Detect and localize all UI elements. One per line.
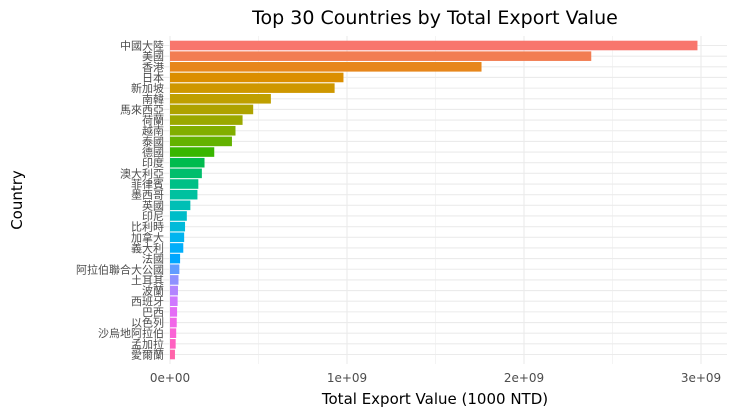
bar xyxy=(170,147,215,157)
bar xyxy=(170,83,335,93)
category-label: 土耳其 xyxy=(131,274,164,287)
category-label: 沙烏地阿拉伯 xyxy=(98,326,164,340)
bar xyxy=(170,72,344,83)
x-tick-labels: 0e+00 1e+09 2e+09 3e+09 xyxy=(150,371,721,385)
category-label: 澳大利亞 xyxy=(120,166,164,180)
category-label: 印尼 xyxy=(142,210,164,223)
category-label: 英國 xyxy=(142,198,164,212)
x-tick-label: 2e+09 xyxy=(504,371,544,385)
category-label: 義大利 xyxy=(131,241,164,255)
x-tick-label: 0e+00 xyxy=(150,371,190,385)
bar xyxy=(170,328,177,338)
category-label: 香港 xyxy=(142,61,164,74)
bar xyxy=(170,221,186,232)
category-label: 日本 xyxy=(142,70,164,84)
bar xyxy=(170,317,177,328)
category-label: 荷蘭 xyxy=(142,114,164,127)
bar xyxy=(170,157,205,168)
category-label: 越南 xyxy=(142,124,164,138)
category-label: 西班牙 xyxy=(131,295,164,308)
bar xyxy=(170,339,176,349)
x-tick-label: 3e+09 xyxy=(681,371,721,385)
x-tick-label: 1e+09 xyxy=(327,371,367,385)
chart-title: Top 30 Countries by Total Export Value xyxy=(251,7,618,29)
category-label: 印度 xyxy=(142,156,164,170)
bar xyxy=(170,264,180,275)
bar xyxy=(170,125,236,136)
category-label: 菲律賓 xyxy=(131,177,164,191)
category-label: 泰國 xyxy=(142,134,164,148)
category-label: 墨西哥 xyxy=(131,189,164,202)
bar xyxy=(170,349,175,360)
category-label: 美國 xyxy=(142,50,164,63)
category-label: 中國大陸 xyxy=(120,39,164,53)
category-label: 愛爾蘭 xyxy=(131,349,164,362)
bar xyxy=(170,168,202,179)
category-label: 比利時 xyxy=(131,221,164,234)
category-label: 加拿大 xyxy=(131,230,164,244)
x-axis-title: Total Export Value (1000 NTD) xyxy=(321,390,548,408)
bar xyxy=(170,275,179,285)
category-label: 波蘭 xyxy=(142,285,164,298)
bar xyxy=(170,179,199,189)
bar xyxy=(170,243,184,253)
bars xyxy=(170,40,698,360)
bar xyxy=(170,232,185,243)
category-label: 法國 xyxy=(142,252,164,266)
bar xyxy=(170,62,482,72)
bar xyxy=(170,51,592,61)
bar xyxy=(170,307,178,317)
category-labels: 中國大陸美國香港日本新加坡南韓馬來西亞荷蘭越南泰國德國印度澳大利亞菲律賓墨西哥英… xyxy=(76,39,164,362)
category-label: 阿拉伯聯合大公國 xyxy=(76,262,164,276)
category-label: 以色列 xyxy=(131,316,164,330)
category-label: 巴西 xyxy=(142,306,164,319)
category-label: 新加坡 xyxy=(131,81,164,95)
bar xyxy=(170,40,698,51)
bar xyxy=(170,115,243,125)
category-label: 馬來西亞 xyxy=(120,103,164,116)
y-axis-title: Country xyxy=(8,170,26,230)
category-label: 德國 xyxy=(142,145,164,159)
bar xyxy=(170,104,254,115)
category-label: 孟加拉 xyxy=(131,337,164,351)
bar xyxy=(170,200,191,211)
bar xyxy=(170,93,271,104)
bar xyxy=(170,296,178,307)
bar xyxy=(170,211,187,221)
bar xyxy=(170,189,198,200)
bar xyxy=(170,253,181,264)
bar xyxy=(170,285,178,296)
category-label: 南韓 xyxy=(142,93,164,106)
bar xyxy=(170,136,232,147)
